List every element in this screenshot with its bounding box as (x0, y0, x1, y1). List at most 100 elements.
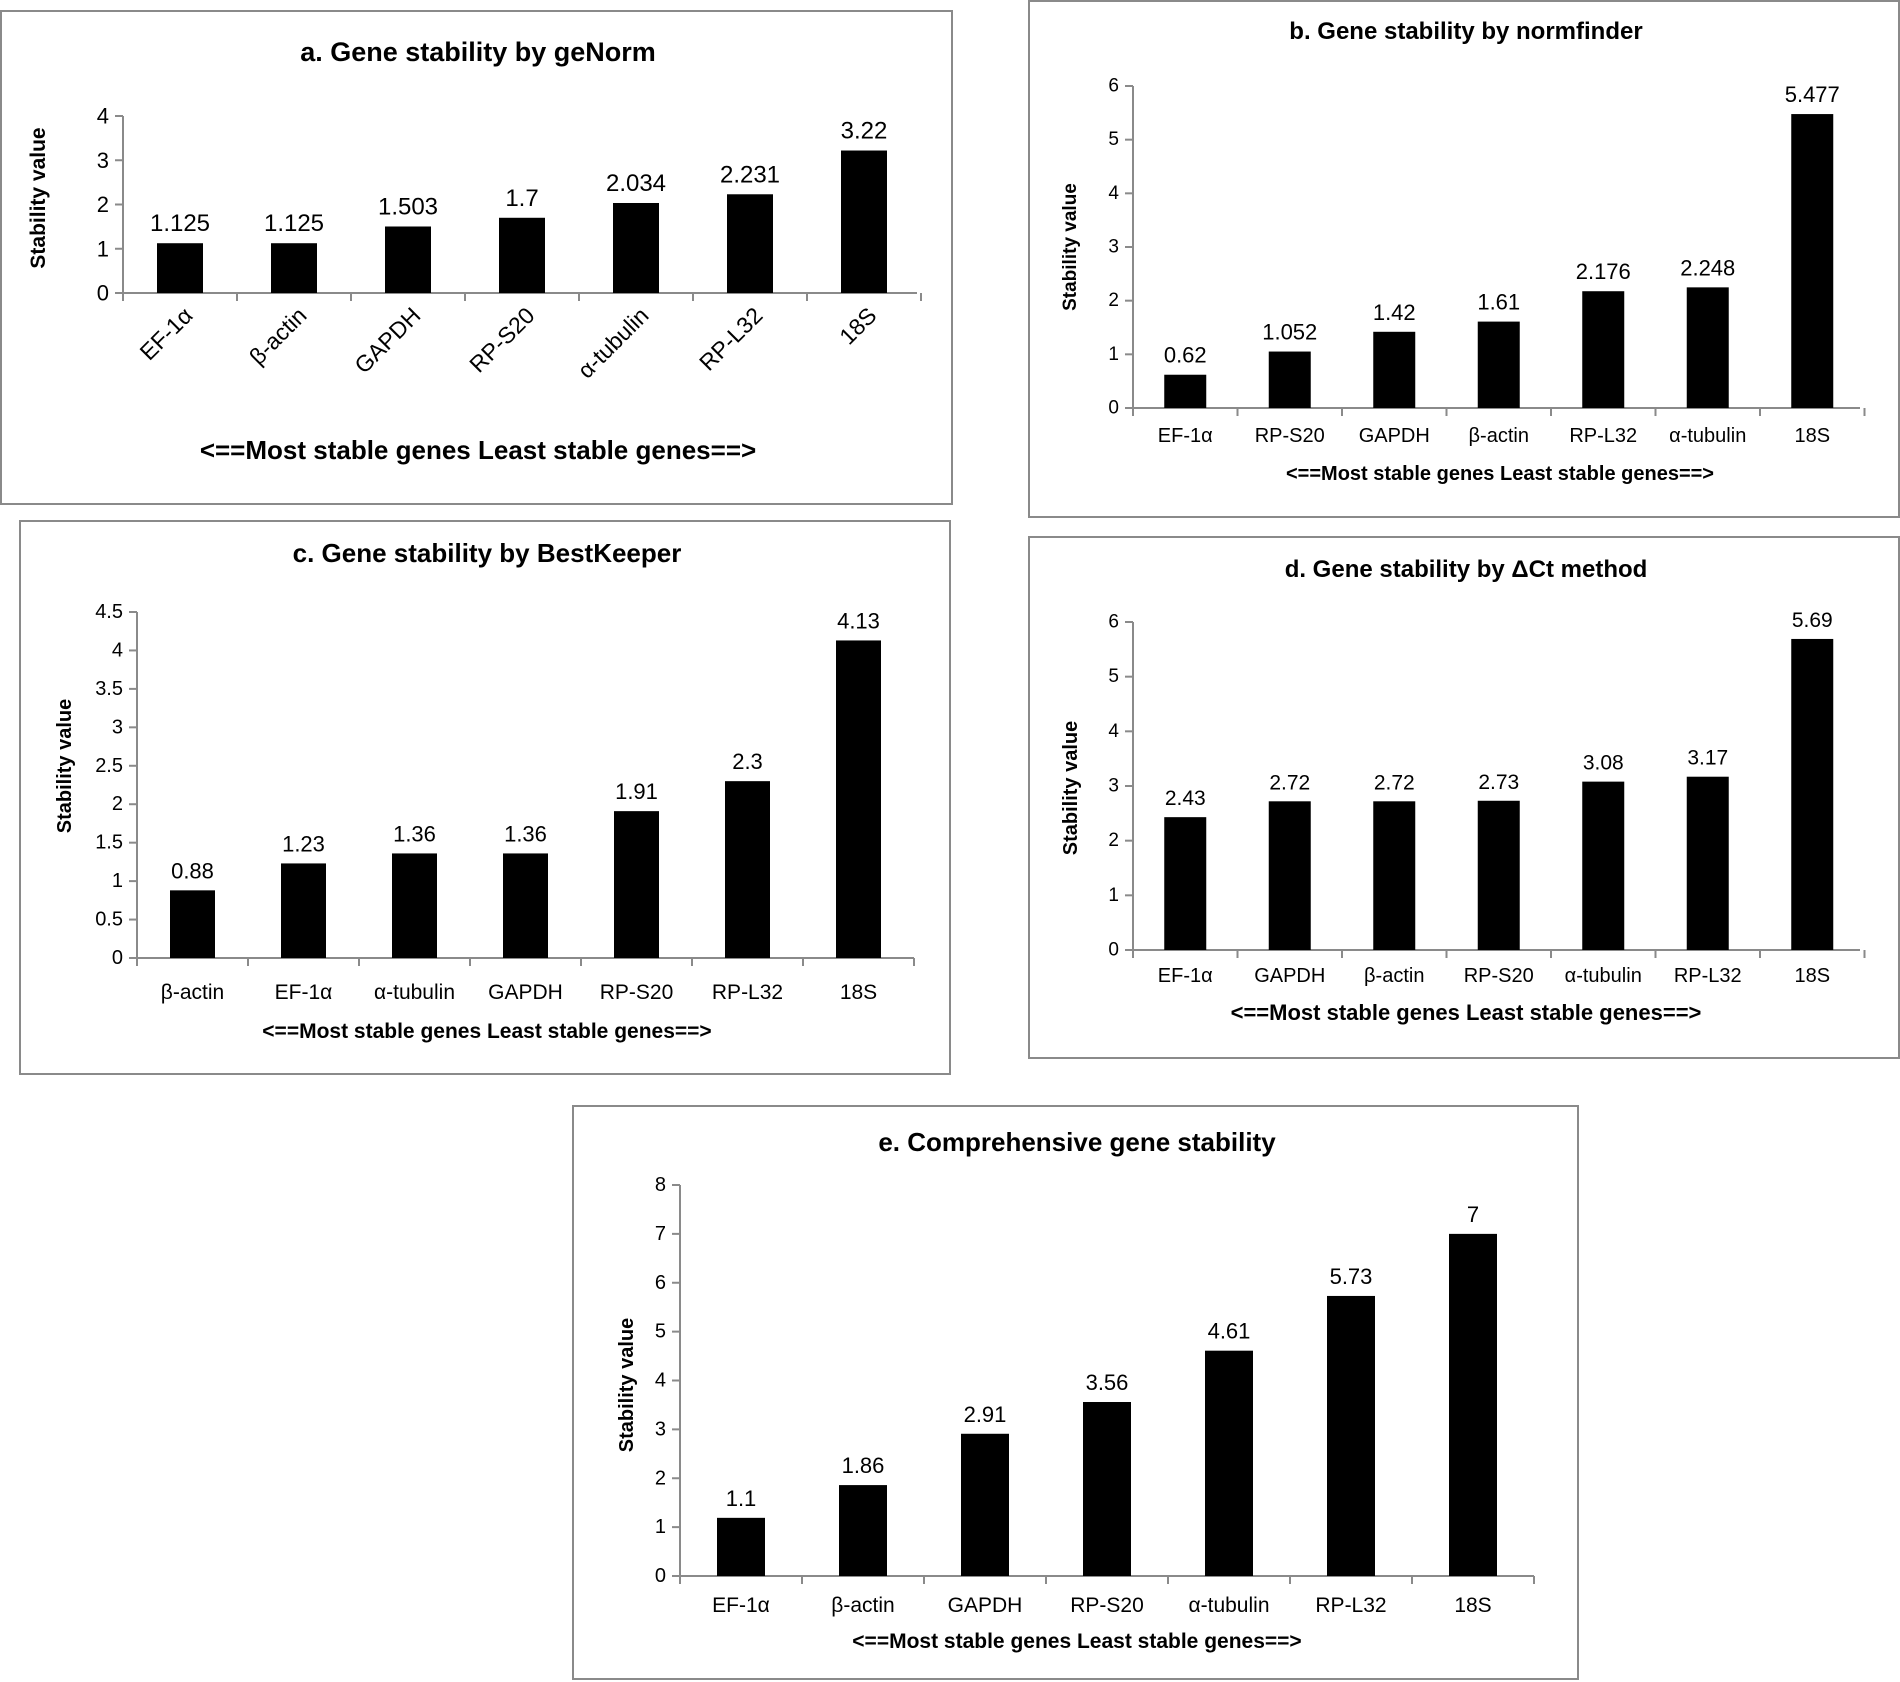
y-tick-label: 2 (97, 192, 109, 217)
bar (271, 243, 317, 293)
data-label: 1.1 (726, 1486, 757, 1511)
data-label: 2.231 (720, 161, 780, 188)
y-axis-label: Stability value (1060, 183, 1081, 311)
x-tick-label: RP-L32 (1674, 965, 1742, 987)
bar (157, 243, 203, 293)
y-tick-label: 3 (112, 716, 123, 738)
bar (281, 863, 326, 958)
data-label: 7 (1467, 1202, 1479, 1227)
x-axis-label: <==Most stable genes Least stable genes=… (1286, 463, 1714, 485)
data-label: 2.72 (1374, 771, 1415, 794)
y-tick-label: 5 (655, 1321, 666, 1343)
x-tick-label: 18S (1454, 1594, 1491, 1617)
data-label: 2.72 (1269, 771, 1310, 794)
bar (1582, 781, 1625, 950)
chart-c: c. Gene stability by BestKeeper 0 0.5 1 1.5 2… (54, 538, 915, 1043)
bar (1164, 374, 1207, 408)
chart-title: c. Gene stability by BestKeeper (293, 538, 682, 568)
y-tick-label: 0.5 (95, 909, 123, 931)
bar (170, 890, 215, 958)
chart-panel-c: c. Gene stability by BestKeeper 0 0.5 1 1.5 2… (19, 520, 951, 1075)
data-label: 1.42 (1373, 300, 1416, 325)
bar (392, 853, 437, 958)
data-label: 2.43 (1165, 787, 1206, 810)
y-tick-label: 6 (1108, 612, 1119, 633)
x-tick-label: EF-1α (1158, 425, 1213, 447)
y-tick-label: 0 (1108, 940, 1119, 961)
chart-d: d. Gene stability by ΔCt method 0 1 2 3 4 5 6 2.… (1060, 556, 1866, 1025)
x-axis-label: <==Most stable genes Least stable genes=… (200, 435, 756, 465)
y-tick-label: 3 (655, 1418, 666, 1440)
chart-title: d. Gene stability by ΔCt method (1285, 556, 1648, 583)
x-tick-label: α-tubulin (572, 302, 653, 383)
chart-panel-b: b. Gene stability by normfinder 0 1 2 3 4 5 6 0.… (1028, 0, 1900, 518)
y-tick-label: 3 (1108, 237, 1119, 258)
data-label: 1.86 (842, 1453, 885, 1478)
y-tick-label: 7 (655, 1223, 666, 1245)
y-tick-label: 0 (1108, 398, 1119, 419)
x-tick-label: EF-1α (712, 1594, 770, 1617)
data-label: 2.176 (1576, 259, 1631, 284)
bar (1477, 321, 1520, 408)
y-tick-label: 0 (112, 947, 123, 969)
x-axis-label: <==Most stable genes Least stable genes=… (1231, 1000, 1702, 1025)
data-label: 1.125 (150, 210, 210, 237)
y-tick-label: 0 (97, 281, 109, 306)
bar (1373, 331, 1416, 408)
y-tick-label: 4 (655, 1370, 666, 1392)
y-tick-label: 1 (97, 236, 109, 261)
chart-a: a. Gene stability by geNorm 0 1 2 3 4 1.125 EF-… (27, 37, 922, 465)
bar (1686, 776, 1729, 950)
y-tick-label: 0 (655, 1565, 666, 1587)
data-label: 0.62 (1164, 343, 1207, 368)
bar (1268, 801, 1311, 950)
x-tick-label: β-actin (831, 1594, 894, 1617)
bar (503, 853, 548, 958)
x-tick-label: α-tubulin (1565, 965, 1642, 987)
data-label: 1.7 (505, 185, 538, 212)
data-label: 1.125 (264, 210, 324, 237)
y-tick-label: 3.5 (95, 678, 123, 700)
data-label: 4.13 (837, 608, 880, 633)
chart-b: b. Gene stability by normfinder 0 1 2 3 4 5 6 0.… (1060, 18, 1866, 485)
y-tick-label: 3 (97, 148, 109, 173)
x-tick-label: α-tubulin (1188, 1594, 1269, 1617)
y-tick-label: 1 (1108, 885, 1119, 906)
x-axis-label: <==Most stable genes Least stable genes=… (262, 1020, 711, 1043)
y-tick-label: 4 (112, 639, 123, 661)
y-axis-label: Stability value (1060, 721, 1082, 856)
data-label: 5.477 (1785, 82, 1840, 107)
bar (1373, 801, 1416, 950)
y-tick-label: 1 (112, 870, 123, 892)
data-label: 1.91 (615, 779, 658, 804)
data-label: 3.08 (1583, 752, 1624, 775)
y-tick-label: 2 (1108, 290, 1119, 311)
data-label: 2.034 (606, 170, 666, 197)
bar (1449, 1233, 1497, 1576)
x-tick-label: GAPDH (1359, 425, 1430, 447)
data-label: 5.69 (1792, 609, 1833, 632)
x-tick-label: β-actin (1364, 965, 1424, 987)
bar (836, 640, 881, 958)
x-tick-label: 18S (834, 302, 881, 349)
y-tick-label: 4.5 (95, 601, 123, 623)
data-label: 4.61 (1208, 1319, 1251, 1344)
data-label: 1.23 (282, 831, 325, 856)
x-tick-label: GAPDH (488, 981, 563, 1004)
bar (1205, 1350, 1253, 1576)
bar (727, 194, 773, 293)
data-label: 2.3 (732, 749, 763, 774)
bar (725, 781, 770, 958)
bar (499, 217, 545, 293)
y-axis-label: Stability value (616, 1318, 638, 1453)
y-axis-label: Stability value (27, 127, 50, 268)
data-label: 1.052 (1262, 320, 1317, 345)
bar (613, 202, 659, 293)
x-tick-label: α-tubulin (1669, 425, 1746, 447)
x-axis-label: <==Most stable genes Least stable genes=… (852, 1630, 1301, 1653)
bar (385, 226, 431, 293)
x-tick-label: EF-1α (1158, 965, 1213, 987)
chart-panel-d: d. Gene stability by ΔCt method 0 1 2 3 4 5 6 2.… (1028, 536, 1900, 1059)
x-tick-label: RP-L32 (694, 302, 768, 376)
data-label: 5.73 (1330, 1264, 1373, 1289)
